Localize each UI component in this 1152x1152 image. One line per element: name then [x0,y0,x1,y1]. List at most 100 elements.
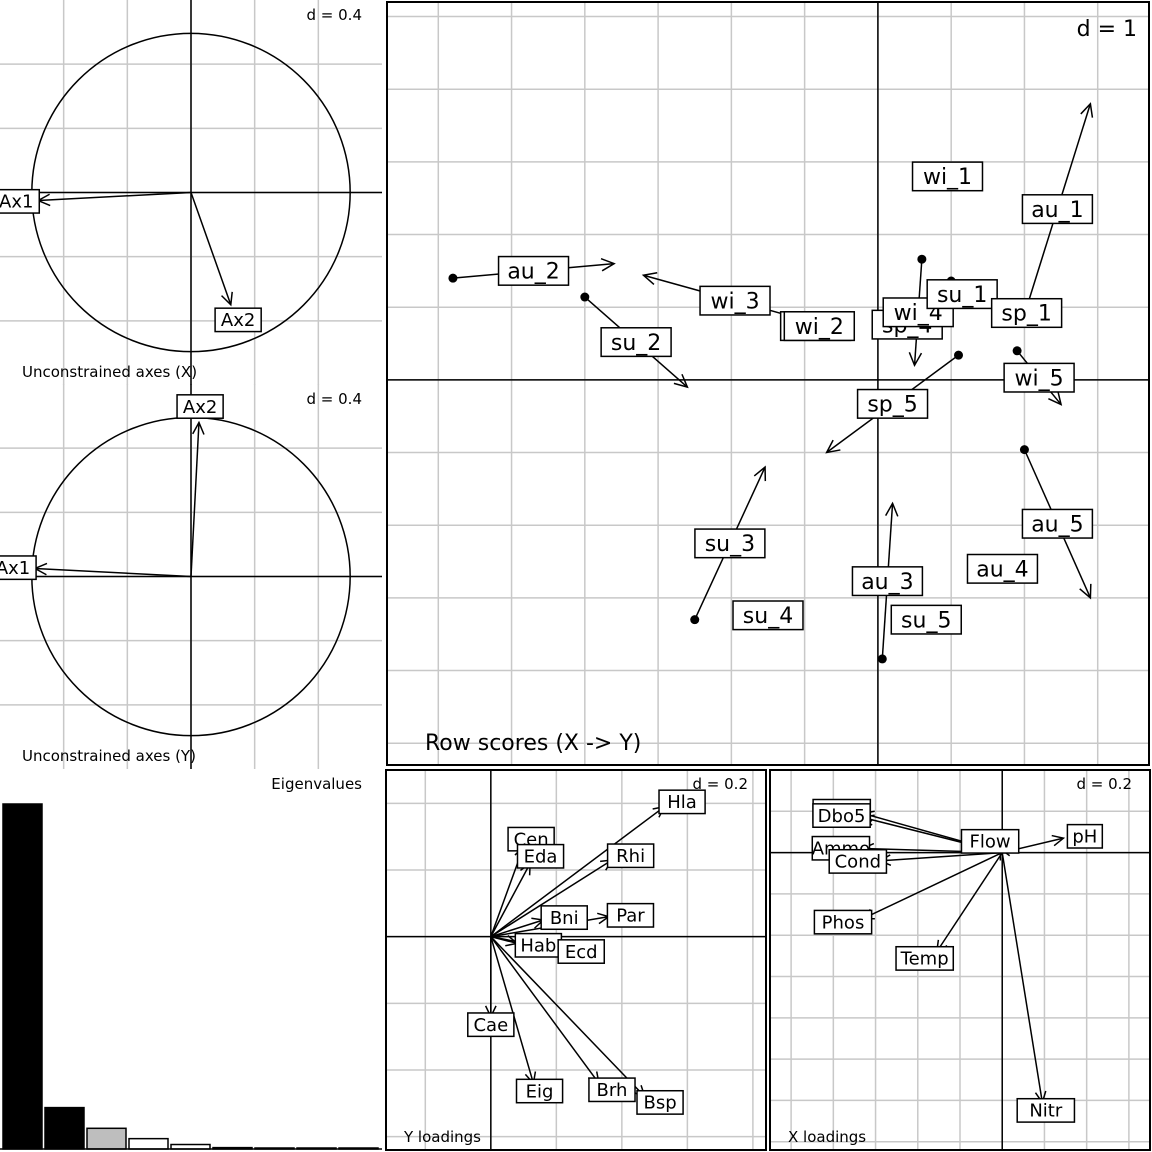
score-label-wi_5-box [1003,362,1075,393]
loading-label-Flow: Flow [970,832,1011,853]
unconstrained-axes-y-title: Unconstrained axes (Y) [22,747,196,765]
score-label-su_5: su_5 [901,608,951,633]
score-label-su_2: su_2 [611,331,661,356]
axis-label-Ax2-box [176,394,224,419]
loading-label-Cae-box [467,1012,515,1038]
axis-label-Ax1: Ax1 [0,558,30,579]
score-label-su_2-box [600,327,672,358]
loading-label-Bsp-box [636,1089,684,1115]
unconstrained-axes-x-panel: Ax1 Ax2 d = 0.4 Unconstrained axes (X) [0,0,382,385]
unconstrained-axes-y-panel: Ax1 Ax2 d = 0.4 Unconstrained axes (Y) [0,384,382,769]
loading-arrow-Phos [862,851,1003,920]
loading-label-Nitr: Nitr [1029,1101,1063,1122]
loading-label-Cond: Cond [835,852,881,873]
loading-label-Eda: Eda [524,847,558,868]
score-label-au_1: au_1 [1031,198,1083,223]
loading-arrow-Nitr [1001,852,1044,1103]
loading-label-Temp-box [895,945,955,971]
score-arrow-au_5-head [1079,583,1092,600]
score-label-su_4: su_4 [743,604,793,629]
score-label-au_5: au_5 [1031,512,1083,537]
score-arrow-wi_5-head [1048,390,1063,406]
loading-label-Ecd: Ecd [565,942,598,963]
x-loadings-scale-label: d = 0.2 [1077,775,1132,793]
score-label-wi_1-box [911,161,984,192]
score-label-wi_5: wi_5 [1015,366,1064,391]
score-arrow-au_2-head [600,257,616,272]
score-label-su_3-box [694,528,766,559]
axis-arrow-Ax2-head [221,291,233,307]
unconstrained-axes-x-scale-label: d = 0.4 [307,6,362,24]
loading-label-Brh-box [588,1077,636,1103]
loading-label-Phos-box [813,909,873,935]
score-arrow-au_3-head [884,501,899,517]
loading-arrow-Brh [490,936,600,1084]
score-label-sp_5-box [856,388,929,419]
score-label-sp_1-box [990,297,1063,329]
score-label-au_2-box [497,255,570,286]
x-loadings-grid [770,770,1150,1150]
axis-label-Ax2: Ax2 [221,310,255,331]
loading-label-Eig-box [515,1078,564,1104]
score-arrow-su_3-head [753,465,767,482]
score-label-sp_1: sp_1 [1001,302,1051,327]
axis-arrow-Ax2 [190,192,232,306]
x-loadings-frame [769,769,1151,1151]
score-label-wi_3: wi_3 [710,289,759,314]
row-scores-title-text: Row scores (X -> Y) [425,731,641,756]
score-label-au_5-box [1021,508,1094,539]
score-label-wi_3-box [699,285,771,316]
loading-arrow-Eda [490,862,531,938]
score-label-sp_5: sp_5 [867,393,917,418]
score-label-su_1-box [926,279,998,310]
loading-arrow-Bni [490,919,544,938]
score-arrow-wi_4-head [908,352,923,368]
loading-label-Eig: Eig [526,1081,554,1102]
eigenvalues-title-text: Eigenvalues [271,775,362,793]
axis-arrow-Ax2-head [192,420,205,435]
score-point [1019,445,1029,455]
loading-label-Cond-box [828,848,888,874]
loading-label-Hla-box [658,789,706,815]
axis-label-Ax1-box [0,555,37,581]
loading-label-Cae: Cae [473,1015,508,1036]
loading-label-Par-box [606,902,655,928]
score-arrow-sp_5-head [825,439,841,454]
unconstrained-axes-y-grid [0,384,382,769]
y-loadings-scale-label: d = 0.2 [693,775,748,793]
score-label-su_1: su_1 [937,283,987,308]
eigenvalue-bar [44,1106,85,1150]
score-label-au_4: au_4 [976,558,1028,583]
loading-label-pH: pH [1072,827,1097,848]
loading-label-Bni: Bni [550,908,579,929]
loading-label-Brh: Brh [597,1080,628,1101]
score-label-au_4-box [966,553,1039,584]
eigenvalues-panel: Eigenvalues [0,775,382,1150]
score-label-wi_2: wi_2 [795,315,844,340]
score-arrow-su_2-head [673,373,689,389]
row-scores-frame [386,1,1150,766]
score-label-su_3: su_3 [705,532,755,557]
axis-label-Ax2: Ax2 [183,397,217,418]
loading-arrow-Cond [879,851,1003,862]
loading-arrow-Temp [936,852,1003,953]
unconstrained-axes-x-title: Unconstrained axes (X) [22,363,197,381]
loading-label-pH-box [1066,823,1104,849]
loading-label-Bsp: Bsp [643,1093,676,1114]
loading-label-Ecd-box [557,939,606,964]
axis-label-Ax1-box [0,188,41,214]
score-label-wi_1: wi_1 [923,165,972,190]
eigenvalue-bar [128,1137,169,1150]
score-label-su_5-box [890,604,962,635]
loading-label-Flow-box [960,828,1020,854]
score-label-au_1-box [1021,194,1094,225]
loading-label-Rhi-box [606,843,655,869]
loading-arrow-Eig [490,936,535,1084]
loading-label-Hab: Hab [520,936,556,957]
axis-label-Ax2-box [214,307,262,333]
row-scores-panel: wi_1au_1au_2su_2wi_3sp_2wi_2sp_4wi_4su_1… [386,1,1150,766]
loading-label-Dbo5: Dbo5 [818,806,866,827]
y-loadings-frame [385,769,767,1151]
